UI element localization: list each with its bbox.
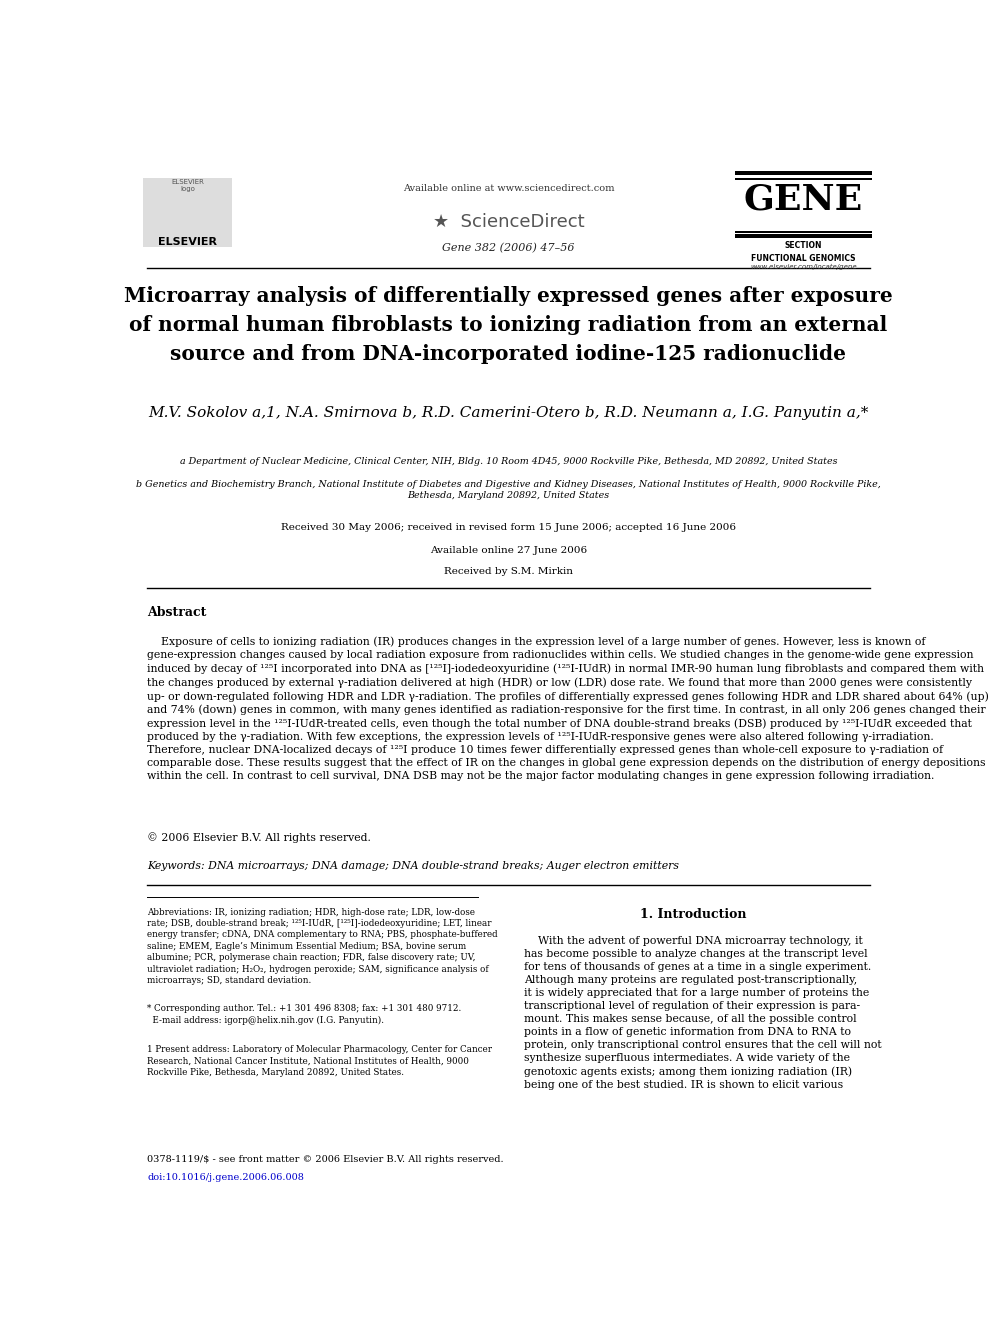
- Text: Available online at www.sciencedirect.com: Available online at www.sciencedirect.co…: [403, 184, 614, 193]
- Text: Abbreviations: IR, ionizing radiation; HDR, high-dose rate; LDR, low-dose
rate; : Abbreviations: IR, ionizing radiation; H…: [147, 908, 498, 986]
- Text: ★  ScienceDirect: ★ ScienceDirect: [433, 213, 584, 230]
- Text: Abstract: Abstract: [147, 606, 206, 619]
- Text: M.V. Sokolov a,1, N.A. Smirnova b, R.D. Camerini-Otero b, R.D. Neumann a, I.G. P: M.V. Sokolov a,1, N.A. Smirnova b, R.D. …: [148, 406, 869, 421]
- Text: * Corresponding author. Tel.: +1 301 496 8308; fax: +1 301 480 9712.
  E-mail ad: * Corresponding author. Tel.: +1 301 496…: [147, 1004, 461, 1025]
- Text: 1 Present address: Laboratory of Molecular Pharmacology, Center for Cancer
Resea: 1 Present address: Laboratory of Molecul…: [147, 1045, 492, 1077]
- Text: Gene 382 (2006) 47–56: Gene 382 (2006) 47–56: [442, 243, 574, 254]
- Bar: [735, 234, 872, 238]
- Text: ELSEVIER
logo: ELSEVIER logo: [172, 179, 204, 192]
- Text: Received by S.M. Mirkin: Received by S.M. Mirkin: [443, 568, 573, 577]
- Text: Exposure of cells to ionizing radiation (IR) produces changes in the expression : Exposure of cells to ionizing radiation …: [147, 636, 989, 782]
- Bar: [735, 179, 872, 180]
- Text: Microarray analysis of differentially expressed genes after exposure
of normal h: Microarray analysis of differentially ex…: [124, 286, 893, 364]
- Text: ELSEVIER: ELSEVIER: [159, 237, 217, 247]
- Text: doi:10.1016/j.gene.2006.06.008: doi:10.1016/j.gene.2006.06.008: [147, 1174, 304, 1183]
- Text: www.elsevier.com/locate/gene: www.elsevier.com/locate/gene: [750, 263, 857, 270]
- Text: 1. Introduction: 1. Introduction: [640, 908, 746, 921]
- Text: 0378-1119/$ - see front matter © 2006 Elsevier B.V. All rights reserved.: 0378-1119/$ - see front matter © 2006 El…: [147, 1155, 504, 1164]
- Text: GENE: GENE: [744, 183, 863, 216]
- Bar: [735, 171, 872, 175]
- Text: Available online 27 June 2006: Available online 27 June 2006: [430, 546, 587, 554]
- Text: Received 30 May 2006; received in revised form 15 June 2006; accepted 16 June 20: Received 30 May 2006; received in revise…: [281, 524, 736, 532]
- Text: With the advent of powerful DNA microarray technology, it
has become possible to: With the advent of powerful DNA microarr…: [524, 937, 882, 1090]
- Bar: [735, 232, 872, 233]
- FancyBboxPatch shape: [143, 179, 231, 247]
- Text: b Genetics and Biochemistry Branch, National Institute of Diabetes and Digestive: b Genetics and Biochemistry Branch, Nati…: [136, 480, 881, 500]
- Text: SECTION
FUNCTIONAL GENOMICS: SECTION FUNCTIONAL GENOMICS: [751, 241, 856, 263]
- Text: © 2006 Elsevier B.V. All rights reserved.: © 2006 Elsevier B.V. All rights reserved…: [147, 832, 371, 843]
- Text: a Department of Nuclear Medicine, Clinical Center, NIH, Bldg. 10 Room 4D45, 9000: a Department of Nuclear Medicine, Clinic…: [180, 458, 837, 466]
- Text: Keywords: DNA microarrays; DNA damage; DNA double-strand breaks; Auger electron : Keywords: DNA microarrays; DNA damage; D…: [147, 861, 680, 871]
